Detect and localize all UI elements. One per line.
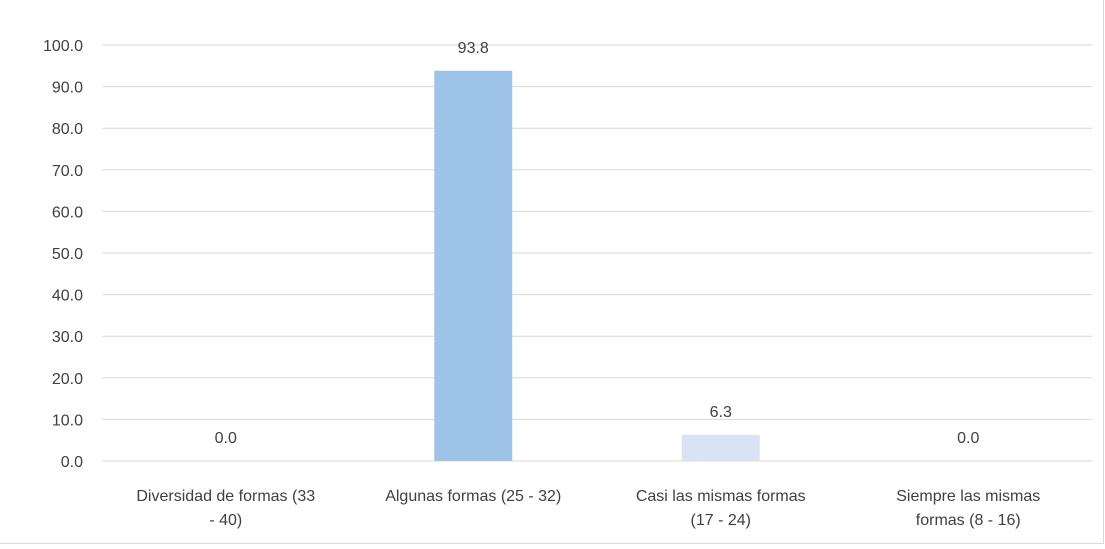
y-tick-label: 10.0 <box>52 412 83 429</box>
y-tick-label: 60.0 <box>52 204 83 221</box>
bar <box>434 70 513 462</box>
bar <box>681 434 760 461</box>
gridlines <box>102 44 1092 462</box>
y-tick-label: 30.0 <box>52 329 83 346</box>
y-tick-label: 50.0 <box>52 246 83 263</box>
data-labels: 0.0 93.8 6.3 0.0 <box>215 40 980 447</box>
category-labels: Diversidad de formas (33 - 40) Algunas for… <box>136 488 1040 529</box>
y-tick-label: 40.0 <box>52 288 83 305</box>
category-label: (17 - 24) <box>691 512 751 529</box>
y-tick-label: 0.0 <box>61 454 83 471</box>
y-tick-label: 100.0 <box>43 38 83 55</box>
category-label: Algunas formas (25 - 32) <box>385 488 561 505</box>
y-tick-label: 20.0 <box>52 371 83 388</box>
bars <box>434 70 760 462</box>
y-tick-label: 70.0 <box>52 163 83 180</box>
category-label: - 40) <box>209 512 242 529</box>
data-label: 6.3 <box>710 404 732 421</box>
category-label: Casi las mismas formas <box>636 488 806 505</box>
category-label: Siempre las mismas <box>896 488 1040 505</box>
data-label: 93.8 <box>458 40 489 57</box>
y-tick-label: 90.0 <box>52 80 83 97</box>
y-axis-tick-labels: 0.0 10.0 20.0 30.0 40.0 50.0 60.0 70.0 80.0 90.0 1… <box>43 38 83 471</box>
y-tick-label: 80.0 <box>52 121 83 138</box>
data-label: 0.0 <box>215 430 237 447</box>
category-label: formas (8 - 16) <box>916 512 1021 529</box>
category-label: Diversidad de formas (33 <box>136 488 315 505</box>
data-label: 0.0 <box>957 430 979 447</box>
